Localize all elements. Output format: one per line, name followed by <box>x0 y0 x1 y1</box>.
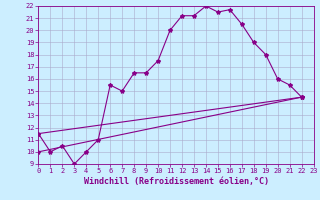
X-axis label: Windchill (Refroidissement éolien,°C): Windchill (Refroidissement éolien,°C) <box>84 177 268 186</box>
